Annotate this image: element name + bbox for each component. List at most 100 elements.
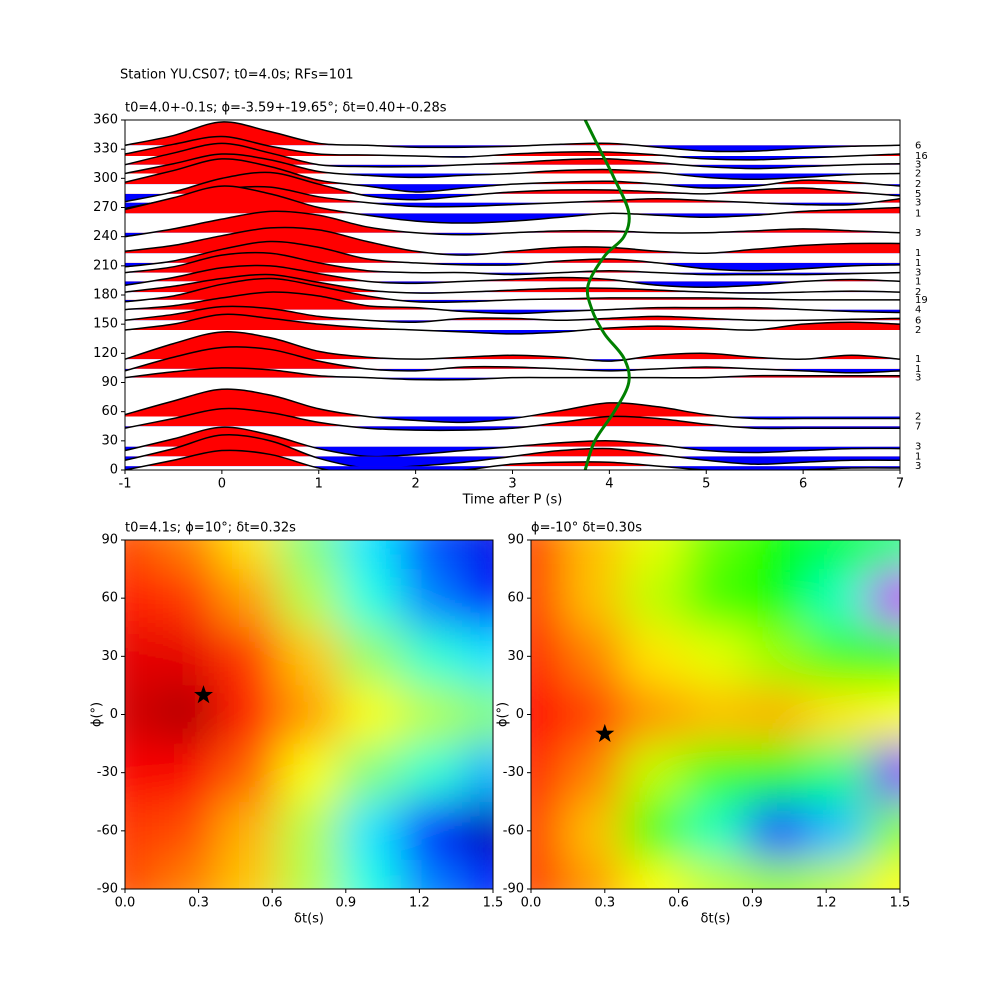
trace-fill-positive [125,389,725,417]
trace-count: 1 [915,364,921,375]
heatmap-cell [746,627,809,687]
heatmap-cell [623,627,686,687]
panel: δt(s) ϕ(°) ϕ=-10° δt=0.30s 0.0 0.3 0.6 0.9 1.2 1… [496,521,911,927]
trace-line [125,153,900,181]
y-tick-label: 240 [93,229,118,244]
y-tick-label: 90 [101,375,118,390]
trace-fill-negative [125,184,900,192]
trace-line [125,449,900,470]
heatmap-cell [561,627,625,687]
heatmap-cell [561,540,625,571]
heatmap-cell [807,540,871,571]
y-tick-label: 60 [101,591,118,606]
heatmap-cell [217,627,280,687]
trace-line [125,407,900,432]
trace-line [125,121,900,153]
y-tick-label: -30 [503,765,524,780]
trace-fill-positive [125,278,900,300]
trace-count: 2 [915,287,921,298]
heatmap-cell [401,569,464,629]
trace-fill-negative [125,330,900,334]
trace-line [125,158,900,193]
x-tick-label: 5 [702,477,710,492]
trace-line [125,135,900,161]
y-tick-label: 150 [93,317,118,332]
trace-fill-negative [125,202,900,209]
trace-count: 2 [915,168,921,179]
x-tick-label: 1.5 [483,896,504,911]
heatmap-cell [869,801,900,861]
trace-fill-negative [125,446,900,457]
trace-count: 1 [915,451,921,462]
y-tick-label: 60 [507,591,524,606]
x-tick-label: 3 [508,477,516,492]
heatmap-cell [869,569,900,629]
trace-count: 3 [915,268,921,279]
heatmap-cell [217,743,280,803]
trace-fill-positive [141,434,674,457]
heatmap-cell [462,743,493,803]
trace-line [125,226,900,256]
trace-fill-negative [125,368,900,373]
heatmap-cell [278,743,341,803]
heatmap-cell [746,569,809,629]
trace-line [125,185,900,224]
heatmap-cell [531,569,563,629]
heatmap [125,540,493,889]
heatmap-cell [155,859,218,889]
trace-line [125,142,900,170]
y-tick-label: 30 [507,649,524,664]
x-tick-label: 0.6 [262,896,283,911]
heatmap-cell [217,859,280,889]
heatmap-cell [531,685,563,745]
trace-count: 16 [915,151,928,162]
x-tick-label: 0.0 [521,896,542,911]
y-tick-label: 330 [93,142,118,157]
heatmap-cell [217,569,280,629]
trace-line [125,185,900,210]
trace-line [125,346,900,374]
trace-line [125,305,900,324]
heatmap-cell [155,627,218,687]
trace-line [125,240,900,272]
y-tick-label: 120 [93,346,118,361]
heatmap-cell [278,540,341,571]
heatmap-cell [807,569,871,629]
trace-count: 6 [915,315,921,326]
trace-fill-negative [125,145,900,152]
trace-count: 1 [915,248,921,259]
best-fit-star [595,723,615,742]
x-tick-label: 1.2 [409,896,430,911]
heatmap-cell [401,801,464,861]
trace-fill-positive [131,346,755,369]
heatmap-cell [125,859,157,889]
heatmap-cell [623,569,686,629]
heatmap-cell [339,685,402,745]
y-tick-label: -30 [97,765,118,780]
trace-line [125,273,900,294]
plot-area [125,540,493,889]
x-tick-label: 1.5 [890,896,911,911]
heatmap-cell [684,859,748,889]
heatmap-cell [623,685,686,745]
y-tick-label: 210 [93,258,118,273]
heatmap-cell [684,743,748,803]
trace-count: 4 [915,305,921,316]
heatmap-cell [807,801,871,861]
trace-count: 1 [915,276,921,287]
heatmap-cell [623,743,686,803]
heatmap-cell [462,685,493,745]
axes-title: t0=4.0+-0.1s; ϕ=-3.59+-19.65°; δt=0.40+-… [125,101,447,116]
heatmap-cell [339,627,402,687]
x-axis-label: Time after P (s) [462,493,563,508]
x-tick-label: -1 [119,477,132,492]
trace-count: 3 [915,228,921,239]
heatmap-cell [746,801,809,861]
trace-fill-negative [318,164,852,169]
y-tick-label: 0 [110,707,118,722]
trace-fill-negative [125,416,900,423]
trace-fill-negative [125,456,900,469]
heatmap-cell [155,540,218,571]
trace-count: 7 [915,421,921,432]
heatmap-cell [155,569,218,629]
